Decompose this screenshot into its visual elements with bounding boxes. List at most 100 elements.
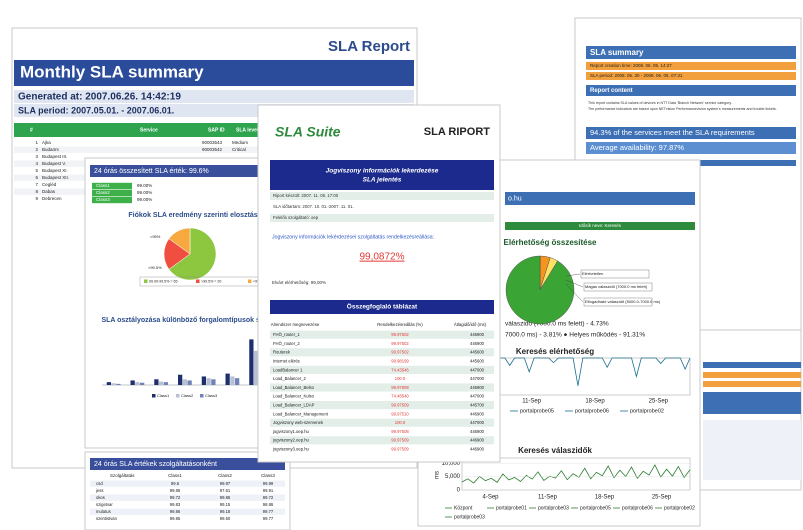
table-cell: okos (96, 495, 105, 500)
table-cell: 446900 (470, 429, 485, 434)
table-cell: jogviszony3.oep.hu (272, 447, 310, 452)
table-cell: Medium (232, 140, 248, 145)
legend-label: Központ (454, 505, 473, 511)
pie-title: Elérhetőség összesítése (504, 238, 597, 247)
legend-label: portalprobe03 (538, 505, 569, 511)
class-value: 99.00% (137, 183, 152, 188)
pie-slice (168, 227, 191, 255)
table-row (270, 330, 494, 339)
table-cell: 99.85 (170, 516, 181, 521)
table-cell: 99.91 (263, 488, 274, 493)
title-bar (90, 165, 300, 177)
table-cell: 99.99 (263, 481, 274, 486)
table-cell: 446900 (470, 332, 485, 337)
pie-title: Fiókok SLA eredmény szerinti elosztása (128, 212, 261, 219)
legend-label: Class3 (205, 393, 218, 398)
bar (187, 380, 192, 385)
bar (159, 381, 164, 385)
bar (206, 378, 211, 385)
column-header: Szolgáltatás (110, 473, 135, 478)
table-cell: 99.50 (220, 516, 231, 521)
info-row (270, 203, 494, 211)
table-cell: Budaörs (42, 147, 60, 152)
table-row (270, 409, 494, 418)
series-line (500, 357, 691, 386)
bar (211, 379, 216, 385)
bar (586, 72, 796, 80)
table-cell: 99.97509 (391, 403, 409, 408)
table-cell: Cegléd (42, 182, 57, 187)
legend-label: 99.00-99.5% = 65 (149, 279, 177, 283)
table-cell: 1 (35, 140, 38, 145)
label-box (583, 297, 653, 307)
bar (703, 372, 801, 378)
table-cell: Load_Balancer_Belso (273, 385, 315, 390)
table-cell: 446900 (470, 341, 485, 346)
table-row (90, 501, 285, 508)
table-cell: Load_Balancer_2 (273, 376, 307, 381)
pie-label: <95% (150, 234, 161, 239)
table-cell: 445700 (470, 403, 485, 408)
column-header: SLA level (236, 127, 259, 133)
column-header: # (30, 127, 33, 133)
class-cell (92, 189, 132, 197)
title-bar (90, 458, 285, 470)
table-cell: Load_Balancer_Kulso (273, 394, 315, 399)
bar (14, 90, 414, 103)
label-box (580, 269, 650, 279)
expected: Elvárt elérhetőség: 99,00% (272, 280, 326, 285)
table-cell: 99.77 (263, 509, 274, 514)
x-tick-label: 4-Sep (482, 495, 499, 501)
bar-title: SLA osztályozása különböző forgalomtípus… (101, 317, 279, 324)
table-cell: 7 (35, 182, 38, 187)
period: SLA period: 2007.05.01. - 2007.06.01. (18, 105, 174, 115)
table-cell: 447000 (470, 394, 485, 399)
table-cell: 99.97502 (391, 341, 409, 346)
table-cell: 97.61 (220, 488, 231, 493)
legend-label: portalprobe01 (496, 505, 527, 511)
table-row (270, 436, 494, 445)
series-line (461, 464, 691, 484)
bar (106, 382, 112, 385)
x-tick-label: 25-Sep (652, 495, 672, 501)
legend-swatch (200, 394, 204, 398)
table-row (270, 339, 494, 348)
table-cell: szentistvan (96, 516, 118, 521)
title-bar (586, 46, 796, 59)
question: Jogviszony információk lekérdezései szol… (272, 234, 434, 240)
table-cell: 90003543 (202, 140, 223, 145)
leader (565, 279, 584, 288)
table-cell: 4 (35, 161, 38, 166)
table-cell: 99.97 (220, 481, 231, 486)
table-cell: 445600 (470, 350, 485, 355)
table-cell: 100.0 (395, 420, 406, 425)
bar (586, 142, 796, 154)
table-cell: Budapest XII. (42, 175, 69, 180)
bar (235, 378, 240, 385)
title-box (270, 160, 494, 190)
column-header: Class2 (218, 473, 232, 478)
table-row (14, 139, 274, 146)
bar (111, 383, 116, 385)
legend-label: portalprobe05 (580, 505, 611, 511)
table-cell: 99.97509 (391, 438, 409, 443)
table-cell: 446900 (470, 385, 485, 390)
x-tick-label: 11-Sep (522, 399, 542, 405)
table-cell: 99.98199 (391, 359, 409, 364)
table-cell: 99.97509 (391, 447, 409, 452)
table-cell: 74.43546 (391, 367, 409, 372)
table-cell: Dabas (42, 189, 56, 194)
brand: SLA Suite (275, 124, 341, 140)
x-tick-label: 11-Sep (538, 495, 558, 501)
pie-label: Elérhetetlen (582, 271, 603, 276)
table-cell: 99.86 (170, 509, 181, 514)
info-row (270, 192, 494, 200)
table-cell: 90003542 (202, 147, 223, 152)
generated: Generated at: 2007.06.26. 14:42:19 (18, 92, 181, 103)
box-line: SLA jelentés (363, 177, 402, 184)
table-cell: jess (95, 488, 103, 493)
bar (249, 339, 254, 385)
legend-label: portalprobe02 (664, 505, 695, 511)
pie-label: Magas válaszidő (7000.0 ms felett) (585, 284, 648, 289)
table-cell: cscl (96, 481, 103, 486)
